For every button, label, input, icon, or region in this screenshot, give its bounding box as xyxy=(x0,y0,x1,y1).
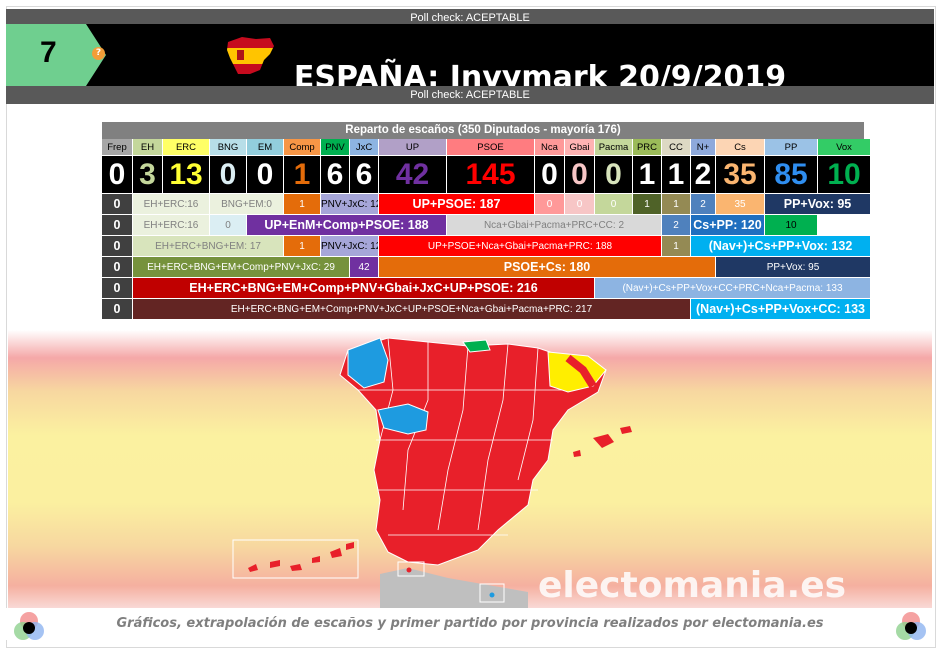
party-seats: 42 xyxy=(379,156,447,194)
party-header: Gbai xyxy=(565,139,595,156)
coalition-cell: (Nav+)+Cs+PP+Vox: 132 xyxy=(691,236,871,257)
help-icon[interactable]: ? xyxy=(92,47,105,60)
coalition-cell: PP+Vox: 95 xyxy=(765,194,871,215)
party-header: EH xyxy=(133,139,163,156)
party-header: CC xyxy=(662,139,691,156)
party-seats: 35 xyxy=(716,156,765,194)
coalition-cell: 0 xyxy=(210,215,247,236)
coalition-cell: 0 xyxy=(102,299,133,320)
coalition-cell: EH+ERC+BNG+EM+Comp+PNV+Gbai+JxC+UP+PSOE:… xyxy=(133,278,595,299)
coalition-cell: 1 xyxy=(662,236,691,257)
coalition-cell: (Nav+)+Cs+PP+Vox+CC: 133 xyxy=(691,299,871,320)
coalition-cell: EH+ERC:16 xyxy=(133,215,210,236)
coalition-cell: 2 xyxy=(691,194,716,215)
mainland-map xyxy=(339,337,607,566)
coalition-cell: 0 xyxy=(565,194,595,215)
coalition-cell: BNG+EM:0 xyxy=(210,194,284,215)
rank-number: 7 xyxy=(40,36,57,69)
party-seats: 1 xyxy=(633,156,662,194)
party-seats: 145 xyxy=(447,156,535,194)
party-seats: 0 xyxy=(535,156,565,194)
party-header: JxC xyxy=(350,139,379,156)
party-header: PNV xyxy=(321,139,350,156)
coalition-cell: EH+ERC:16 xyxy=(133,194,210,215)
coalition-cell: UP+PSOE: 187 xyxy=(379,194,535,215)
poll-check-top: Poll check: ACEPTABLE xyxy=(6,9,934,27)
basque-region xyxy=(462,339,491,353)
coalition-cell: 1 xyxy=(284,236,321,257)
party-header: Pacma xyxy=(595,139,633,156)
party-header: PP xyxy=(765,139,818,156)
coalition-cell: 42 xyxy=(350,257,379,278)
footer-credit: Gráficos, extrapolación de escaños y pri… xyxy=(6,608,934,640)
party-header: Vox xyxy=(818,139,871,156)
seat-table: Reparto de escaños (350 Diputados - mayo… xyxy=(102,122,871,325)
electomania-logo-icon xyxy=(896,612,926,640)
coalition-cell: PSOE+Cs: 180 xyxy=(379,257,716,278)
party-header: PRC xyxy=(633,139,662,156)
canary-islands xyxy=(248,542,354,572)
coalition-cell: PP+Vox: 95 xyxy=(716,257,871,278)
map-background xyxy=(8,330,932,608)
coalition-cell: PNV+JxC: 12 xyxy=(321,194,379,215)
galicia-region xyxy=(347,337,389,389)
party-seats: 85 xyxy=(765,156,818,194)
coalition-cell: 0 xyxy=(102,278,133,299)
watermark: electomania.es xyxy=(538,565,847,606)
spain-flag-map-icon xyxy=(227,37,274,74)
coalition-cell: 0 xyxy=(102,236,133,257)
coalition-cell: (Nav+)+Cs+PP+Vox+CC+PRC+Nca+Pacma: 133 xyxy=(595,278,871,299)
party-seats: 0 xyxy=(247,156,284,194)
balearic-islands xyxy=(593,434,614,448)
coalition-cell: UP+PSOE+Nca+Gbai+Pacma+PRC: 188 xyxy=(379,236,662,257)
coalition-cell: 1 xyxy=(284,194,321,215)
party-seats: 0 xyxy=(210,156,247,194)
party-header: UP xyxy=(379,139,447,156)
party-seats: 13 xyxy=(163,156,210,194)
electomania-logo-icon xyxy=(14,612,44,640)
castilla-leon-region xyxy=(377,403,429,435)
coalition-cell: 1 xyxy=(633,194,662,215)
party-header: PSOE xyxy=(447,139,535,156)
rank-badge: 7 xyxy=(6,24,106,86)
table-caption: Reparto de escaños (350 Diputados - mayo… xyxy=(102,122,864,139)
party-seats: 1 xyxy=(284,156,321,194)
party-header: Comp xyxy=(284,139,321,156)
coalition-cell: Cs+PP: 120 xyxy=(691,215,765,236)
coalition-cell: EH+ERC+BNG+EM+Comp+PNV+JxC: 29 xyxy=(133,257,350,278)
party-seats: 6 xyxy=(321,156,350,194)
party-header: BNG xyxy=(210,139,247,156)
party-header: EM xyxy=(247,139,284,156)
coalition-cell: 0 xyxy=(535,194,565,215)
coalition-cell: PNV+JxC: 12 xyxy=(321,236,379,257)
party-seats: 10 xyxy=(818,156,871,194)
party-seats: 0 xyxy=(595,156,633,194)
poll-check-bottom: Poll check: ACEPTABLE xyxy=(6,86,934,104)
coalition-cell: 0 xyxy=(595,194,633,215)
party-header: Nca xyxy=(535,139,565,156)
coalition-cell: Nca+Gbai+Pacma+PRC+CC: 2 xyxy=(447,215,662,236)
coalition-cell: EH+ERC+BNG+EM: 17 xyxy=(133,236,284,257)
party-seats: 3 xyxy=(133,156,163,194)
coalition-cell: 0 xyxy=(102,215,133,236)
party-header: Cs xyxy=(716,139,765,156)
party-seats: 1 xyxy=(662,156,691,194)
spain-province-map xyxy=(232,337,632,608)
coalition-cell: EH+ERC+BNG+EM+Comp+PNV+JxC+UP+PSOE+Nca+G… xyxy=(133,299,691,320)
title-bar: ESPAÑA: Invymark 20/9/2019 xyxy=(6,24,934,95)
party-seats: 0 xyxy=(102,156,133,194)
coalition-cell: 0 xyxy=(102,194,133,215)
party-header: N+ xyxy=(691,139,716,156)
coalition-cell: UP+EnM+Comp+PSOE: 188 xyxy=(247,215,447,236)
coalition-cell: 35 xyxy=(716,194,765,215)
party-header: ERC xyxy=(163,139,210,156)
party-seats: 6 xyxy=(350,156,379,194)
party-seats: 2 xyxy=(691,156,716,194)
party-seats: 0 xyxy=(565,156,595,194)
coalition-cell: 1 xyxy=(662,194,691,215)
coalition-cell: 10 xyxy=(765,215,818,236)
coalition-cell: 0 xyxy=(102,257,133,278)
coalition-cell: 2 xyxy=(662,215,691,236)
party-header: Frep xyxy=(102,139,133,156)
